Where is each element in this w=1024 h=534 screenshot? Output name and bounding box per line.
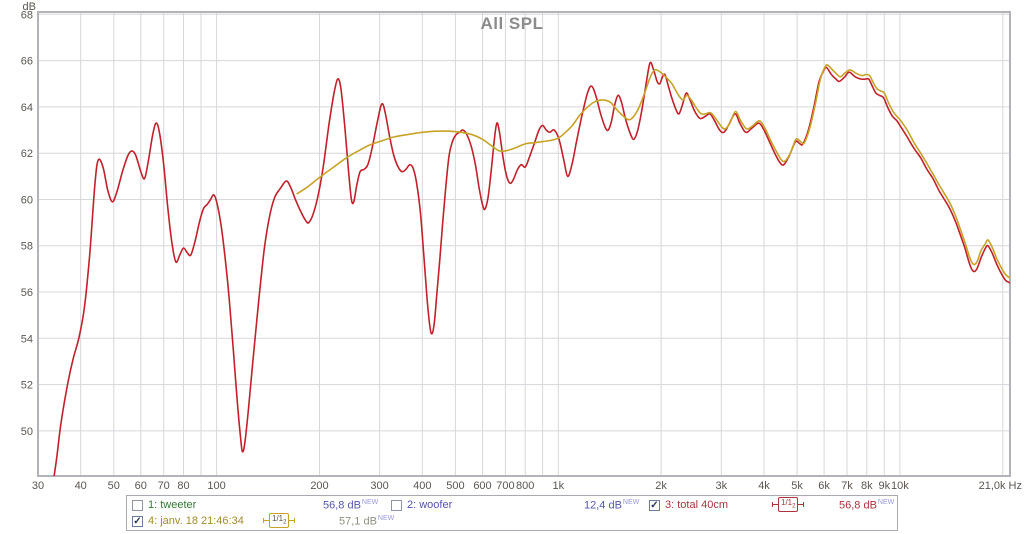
smoothing-badge-3: 1/12 xyxy=(772,496,805,513)
y-tick-label: 58 xyxy=(21,241,33,253)
x-axis-end-label: 21,0k Hz xyxy=(979,480,1022,492)
legend-checkbox-1[interactable] xyxy=(132,500,143,511)
x-tick-label: 60 xyxy=(135,480,147,492)
x-tick-label: 200 xyxy=(310,480,328,492)
legend-value-4: 57,1 dBNEW xyxy=(339,515,395,528)
legend-label-3[interactable]: 3: total 40cm xyxy=(665,499,728,511)
y-tick-label: 60 xyxy=(21,195,33,207)
y-tick-label: 64 xyxy=(21,102,33,114)
x-tick-label: 800 xyxy=(516,480,534,492)
legend-label-2[interactable]: 2: woofer xyxy=(407,499,453,511)
x-tick-label: 30 xyxy=(32,480,44,492)
x-tick-label: 10k xyxy=(891,480,909,492)
smoothing-badge-4: 1/12 xyxy=(263,512,296,529)
legend-checkbox-2[interactable] xyxy=(391,500,402,511)
x-tick-label: 1k xyxy=(552,480,564,492)
legend-label-1[interactable]: 1: tweeter xyxy=(148,499,197,511)
x-tick-label: 700 xyxy=(496,480,514,492)
y-tick-label: 62 xyxy=(21,148,33,160)
legend-label-4[interactable]: 4: janv. 18 21:46:34 xyxy=(148,515,244,527)
y-tick-label: 54 xyxy=(21,333,33,345)
legend-checkbox-3[interactable]: ✓ xyxy=(649,500,660,511)
y-tick-label: 50 xyxy=(21,426,33,438)
x-tick-label: 3k xyxy=(715,480,727,492)
x-tick-label: 300 xyxy=(370,480,388,492)
y-tick-label: 68 xyxy=(21,9,33,21)
y-axis-unit-label: dB xyxy=(23,1,36,13)
x-tick-label: 400 xyxy=(413,480,431,492)
trace-3-total-40cm xyxy=(53,61,1010,476)
x-tick-label: 600 xyxy=(473,480,491,492)
x-tick-label: 50 xyxy=(108,480,120,492)
legend-box: 1: tweeter 56,8 dBNEW 2: woofer 12,4 dBNEW ✓… xyxy=(126,495,898,531)
x-tick-label: 5k xyxy=(791,480,803,492)
legend-value-1: 56,8 dBNEW xyxy=(323,499,379,512)
x-tick-label: 8k xyxy=(861,480,873,492)
y-tick-label: 56 xyxy=(21,287,33,299)
legend-value-3: 56,8 dBNEW xyxy=(839,499,895,512)
tick-labels: 50 52 54 56 58 60 62 64 66 68 30 40 50 60 70 80 100 200 30… xyxy=(21,9,910,492)
legend-value-2: 12,4 dBNEW xyxy=(584,499,640,512)
y-tick-label: 66 xyxy=(21,56,33,68)
y-tick-label: 52 xyxy=(21,380,33,392)
x-tick-label: 9k xyxy=(878,480,890,492)
x-tick-label: 80 xyxy=(177,480,189,492)
chart-title: All SPL xyxy=(480,14,543,33)
x-tick-label: 4k xyxy=(758,480,770,492)
x-tick-label: 100 xyxy=(207,480,225,492)
gridlines xyxy=(37,12,1010,476)
plot-frame xyxy=(37,11,1011,477)
x-tick-label: 40 xyxy=(75,480,87,492)
traces xyxy=(53,61,1010,476)
x-tick-label: 2k xyxy=(655,480,667,492)
legend-checkbox-4[interactable]: ✓ xyxy=(132,516,143,527)
x-tick-label: 500 xyxy=(446,480,464,492)
trace-4-janv-18-21-46-34 xyxy=(296,63,1010,279)
spl-chart: All SPL dB 21,0k Hz 50 52 54 56 58 60 62 64 66 68… xyxy=(21,1,1022,492)
x-tick-label: 7k xyxy=(841,480,853,492)
x-tick-label: 70 xyxy=(158,480,170,492)
x-tick-label: 6k xyxy=(818,480,830,492)
